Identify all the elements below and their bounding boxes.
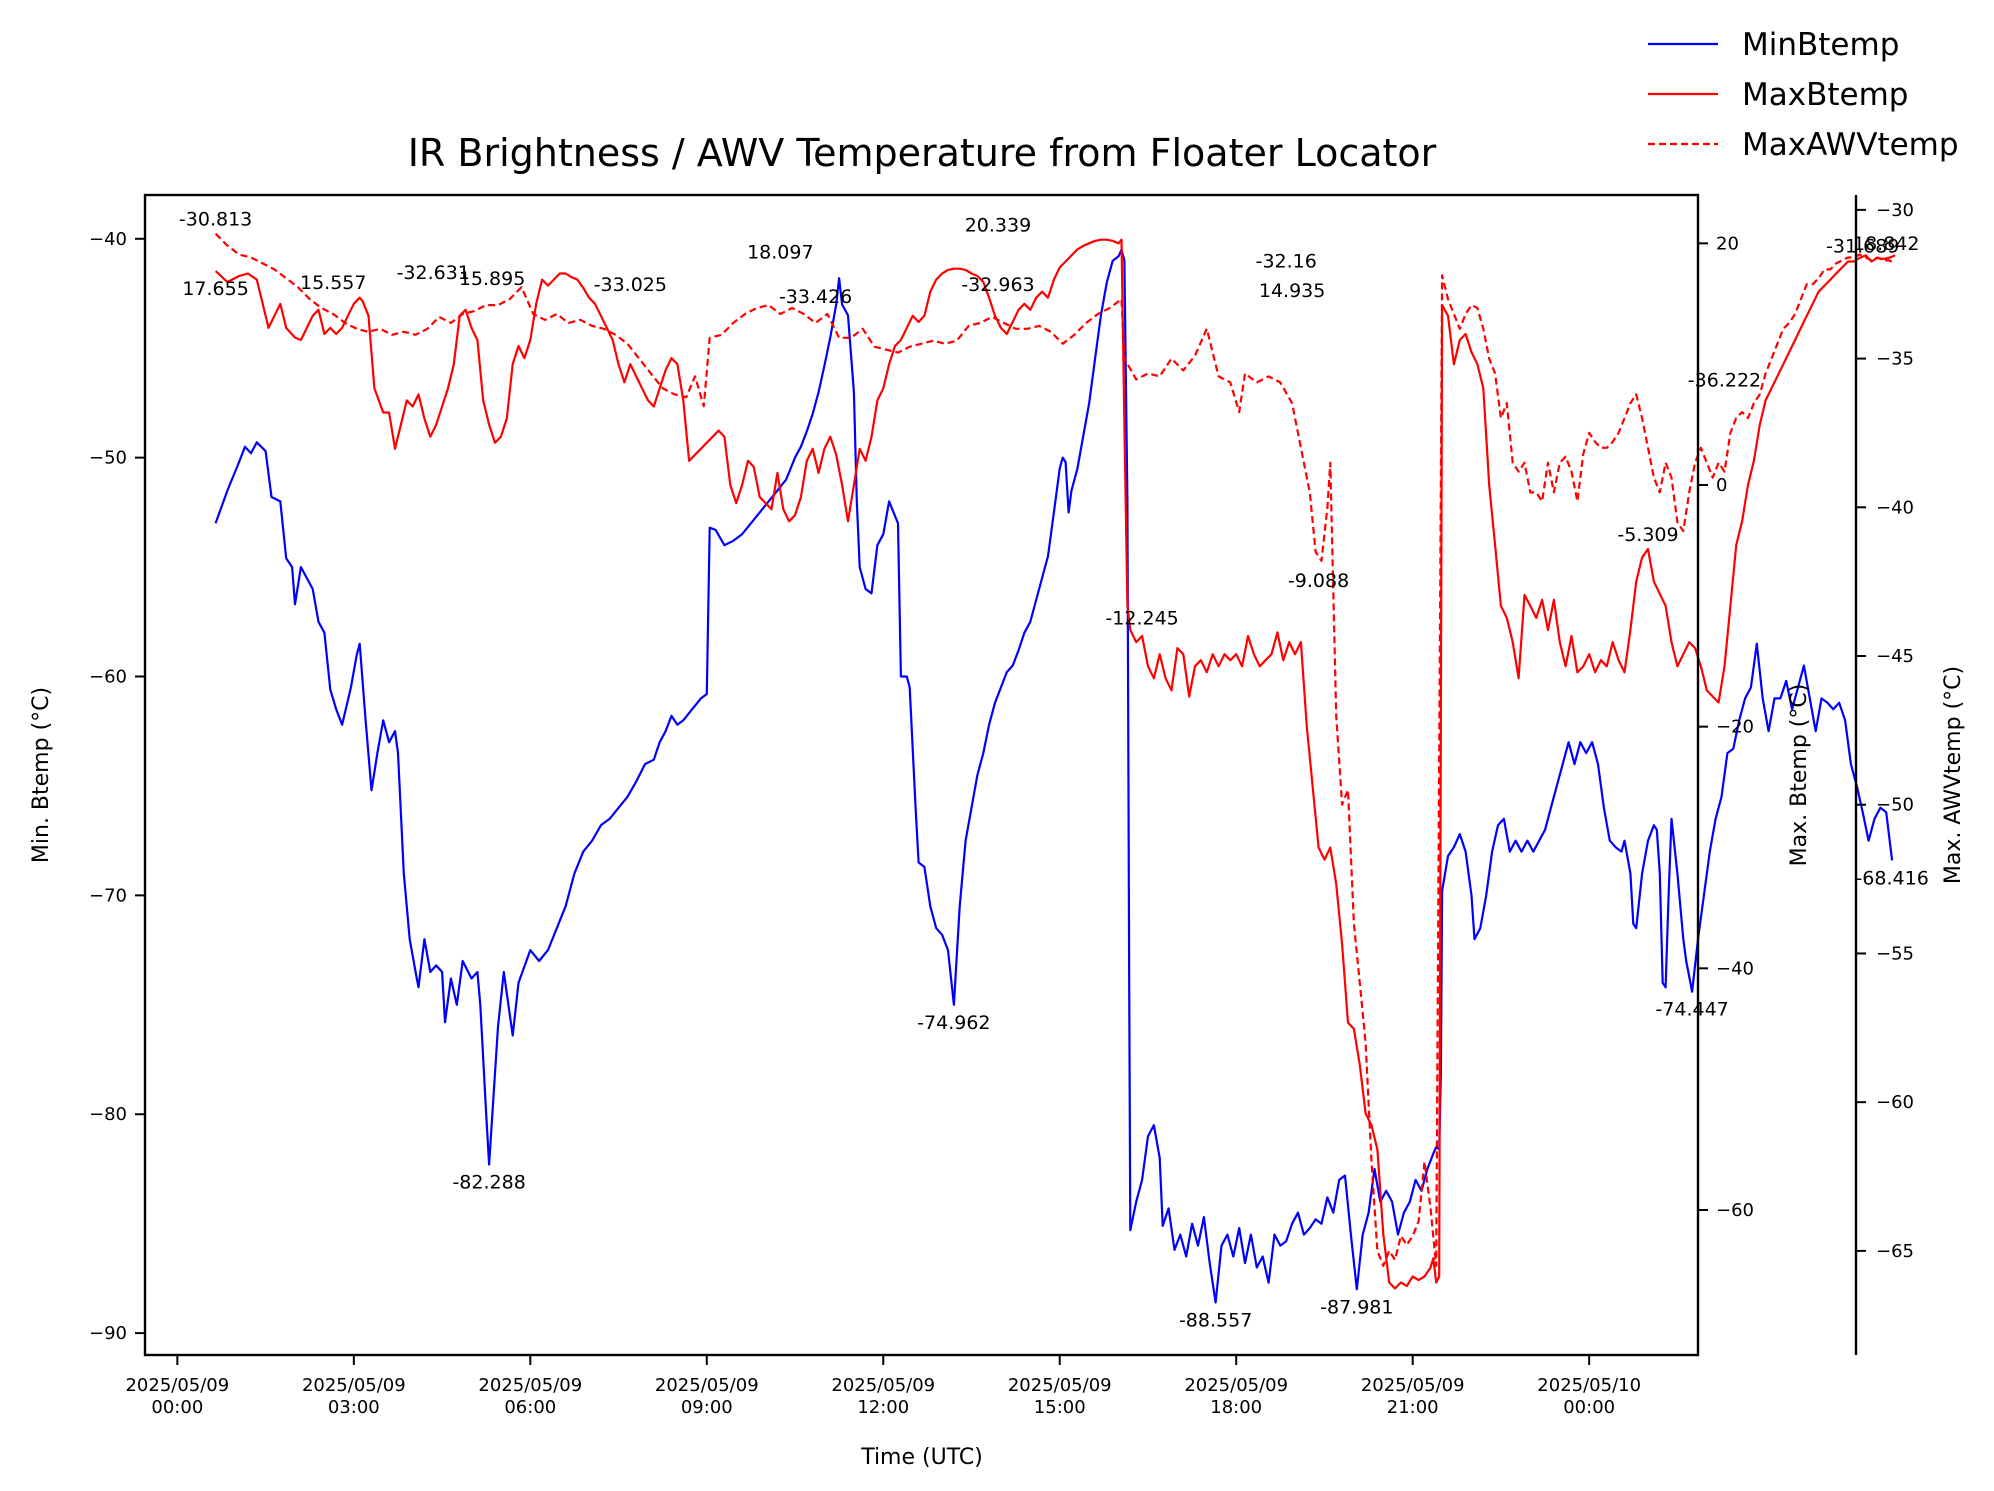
data-label: 18.097 xyxy=(747,241,813,263)
data-label: -74.447 xyxy=(1655,999,1728,1021)
data-label: 15.557 xyxy=(300,272,366,294)
y-left-tick-label: −70 xyxy=(89,885,127,906)
data-label: -32.631 xyxy=(397,262,470,284)
y-left-tick-label: −40 xyxy=(89,229,127,250)
x-tick-label: 09:00 xyxy=(681,1397,733,1418)
legend-label: MinBtemp xyxy=(1742,27,1899,63)
x-tick-label: 00:00 xyxy=(1563,1397,1615,1418)
y-right-outer-tick-label: −65 xyxy=(1876,1241,1914,1262)
data-label: 17.655 xyxy=(182,278,248,300)
series-layer xyxy=(214,232,1896,1304)
data-label: 18.842 xyxy=(1853,233,1919,255)
y-right-tick-label: −60 xyxy=(1716,1200,1754,1221)
x-tick-label: 18:00 xyxy=(1210,1397,1262,1418)
x-tick-label: 2025/05/09 xyxy=(478,1375,582,1396)
x-tick-label: 2025/05/09 xyxy=(302,1375,406,1396)
data-label: -88.557 xyxy=(1179,1309,1252,1331)
x-tick-label: 2025/05/09 xyxy=(1008,1375,1112,1396)
data-label: -32.16 xyxy=(1256,250,1317,272)
data-label: -68.416 xyxy=(1855,867,1928,889)
y-left-tick-label: −80 xyxy=(89,1104,127,1125)
data-label: -32.963 xyxy=(961,274,1034,296)
data-label: -12.245 xyxy=(1105,607,1178,629)
y-right-outer-tick-label: −55 xyxy=(1876,943,1914,964)
data-label: -33.025 xyxy=(594,274,667,296)
data-label: -31.689 xyxy=(1826,235,1899,257)
y-right-outer-tick-label: −40 xyxy=(1876,497,1914,518)
data-label: 20.339 xyxy=(965,215,1031,237)
data-label: -82.288 xyxy=(452,1172,525,1194)
y-right-outer-tick-label: −60 xyxy=(1876,1092,1914,1113)
data-label: -9.088 xyxy=(1288,570,1349,592)
y-right-outer-axis: −65 −60 −55 −50 −45 −40 −35 −30 xyxy=(1856,200,1914,1262)
data-label: -30.813 xyxy=(179,209,252,231)
data-label: -5.309 xyxy=(1617,524,1678,546)
x-tick-label: 06:00 xyxy=(504,1397,556,1418)
y-right-axis: −60 −40 −20 0 20 xyxy=(1698,233,1754,1221)
y-right-tick-label: 0 xyxy=(1716,475,1727,496)
legend-label: MaxBtemp xyxy=(1742,77,1908,113)
data-label: -36.222 xyxy=(1688,369,1761,391)
y-left-tick-label: −50 xyxy=(89,448,127,469)
chart-title: IR Brightness / AWV Temperature from Flo… xyxy=(408,131,1437,175)
y-right-tick-label: 20 xyxy=(1716,233,1739,254)
x-tick-label: 2025/05/09 xyxy=(1184,1375,1288,1396)
y-left-tick-label: −90 xyxy=(89,1323,127,1344)
x-tick-label: 21:00 xyxy=(1387,1397,1439,1418)
y-right-outer-axis-title: Max. AWVtemp (°C) xyxy=(1941,666,1966,884)
x-axis: 2025/05/0900:002025/05/0903:002025/05/09… xyxy=(125,1355,1641,1418)
x-tick-label: 12:00 xyxy=(857,1397,909,1418)
x-tick-label: 15:00 xyxy=(1034,1397,1086,1418)
x-tick-label: 2025/05/09 xyxy=(125,1375,229,1396)
legend-label: MaxAWVtemp xyxy=(1742,127,1959,163)
y-left-axis: −90 −80 −70 −60 −50 −40 xyxy=(89,229,145,1344)
x-tick-label: 2025/05/09 xyxy=(1361,1375,1465,1396)
x-tick-label: 03:00 xyxy=(328,1397,380,1418)
legend: MinBtemp MaxBtemp MaxAWVtemp xyxy=(1648,27,1959,163)
x-tick-label: 2025/05/10 xyxy=(1537,1375,1641,1396)
plot-frame xyxy=(143,193,1700,1357)
y-right-outer-tick-label: −30 xyxy=(1876,200,1914,221)
y-right-tick-label: −20 xyxy=(1716,717,1754,738)
series-line-minbtemp xyxy=(214,248,1894,1304)
series-line-maxbtemp xyxy=(214,238,1896,1290)
x-tick-label: 2025/05/09 xyxy=(831,1375,935,1396)
x-tick-label: 2025/05/09 xyxy=(655,1375,759,1396)
data-label: 15.895 xyxy=(459,268,525,290)
y-right-outer-tick-label: −35 xyxy=(1876,349,1914,370)
x-tick-label: 00:00 xyxy=(151,1397,203,1418)
y-right-axis-title: Max. Btemp (°C) xyxy=(1787,684,1812,867)
y-left-axis-title: Min. Btemp (°C) xyxy=(29,687,54,863)
y-right-outer-tick-label: −45 xyxy=(1876,646,1914,667)
x-axis-title: Time (UTC) xyxy=(860,1445,983,1470)
data-label: -33.426 xyxy=(779,286,852,308)
y-left-tick-label: −60 xyxy=(89,667,127,688)
y-right-outer-tick-label: −50 xyxy=(1876,795,1914,816)
data-label: 14.935 xyxy=(1259,280,1325,302)
y-right-tick-label: −40 xyxy=(1716,958,1754,979)
data-label: -74.962 xyxy=(917,1012,990,1034)
data-label: -87.981 xyxy=(1320,1296,1393,1318)
series-line-maxawvtemp xyxy=(214,232,1896,1267)
